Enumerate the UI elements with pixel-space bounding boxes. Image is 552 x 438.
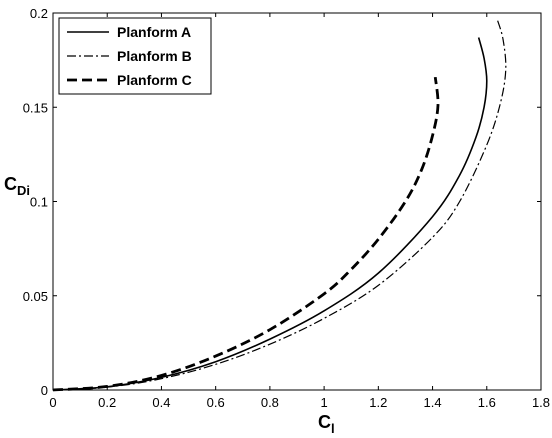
y-tick-label: 0.2 xyxy=(30,6,48,21)
y-tick-label: 0.05 xyxy=(23,289,48,304)
x-tick-label: 1.4 xyxy=(424,395,442,410)
series-line-planform-b xyxy=(52,20,507,391)
y-tick-label: 0 xyxy=(41,383,48,398)
y-axis-label-sub: Di xyxy=(17,183,30,198)
legend-label: Planform A xyxy=(117,24,191,40)
y-tick-label: 0.1 xyxy=(30,195,48,210)
x-axis-label-main: C xyxy=(318,412,331,432)
x-axis-label: Cl xyxy=(318,412,335,436)
series-line-planform-c xyxy=(52,76,440,392)
x-tick-label: 1.2 xyxy=(369,395,387,410)
series-layer xyxy=(52,20,507,392)
y-tick-label: 0.15 xyxy=(23,100,48,115)
legend-label: Planform C xyxy=(117,72,192,88)
x-tick-label: 1.8 xyxy=(532,395,550,410)
x-tick-label: 0.8 xyxy=(261,395,279,410)
x-tick-label: 0.6 xyxy=(207,395,225,410)
x-tick-label: 1 xyxy=(320,395,327,410)
y-axis-label: CDi xyxy=(4,174,30,198)
x-tick-label: 0.2 xyxy=(98,395,116,410)
series-line-planform-a xyxy=(52,37,488,391)
x-tick-label: 0.4 xyxy=(152,395,170,410)
x-tick-label: 1.6 xyxy=(478,395,496,410)
legend: Planform A Planform B Planform C xyxy=(58,17,212,95)
x-tick-label: 0 xyxy=(49,395,56,410)
x-axis-label-sub: l xyxy=(331,421,335,436)
ticks-layer: 0 0.2 0.4 0.6 0.8 1 1.2 1.4 1.6 1.8 0 0.05 0.1 0.15 0.… xyxy=(23,6,550,410)
y-axis-label-main: C xyxy=(4,174,17,194)
legend-label: Planform B xyxy=(117,48,192,64)
